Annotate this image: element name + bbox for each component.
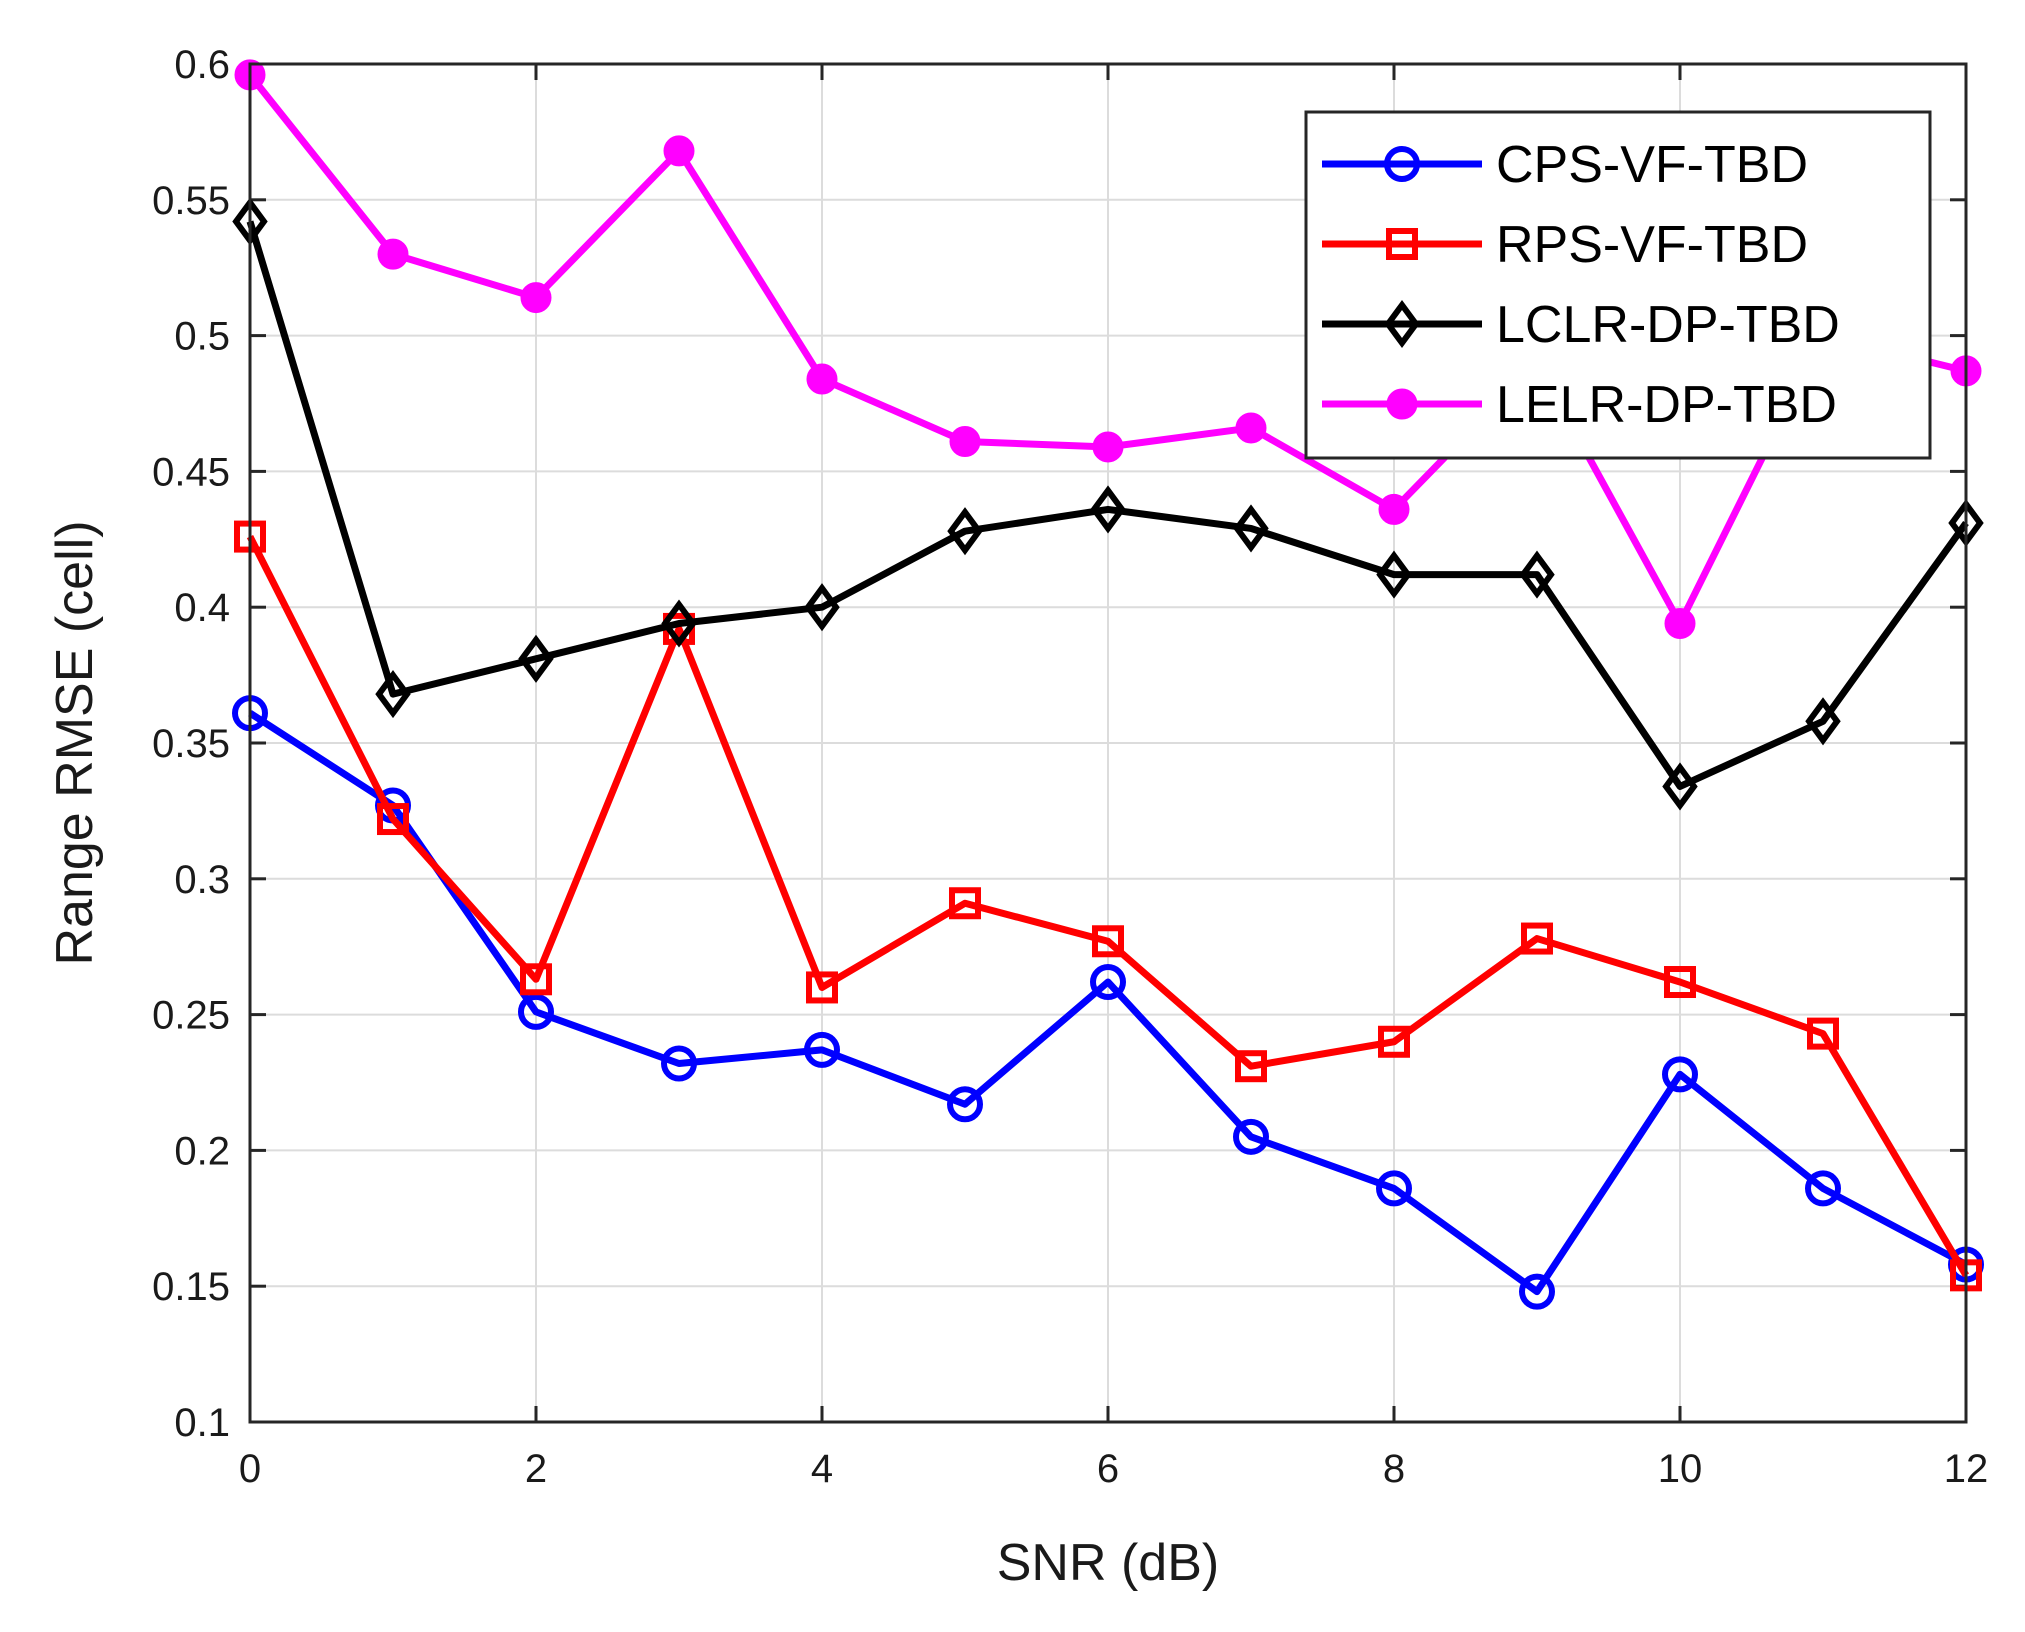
data-point bbox=[661, 599, 697, 648]
plot-frame bbox=[248, 62, 1968, 1424]
data-point bbox=[1664, 966, 1696, 999]
y-tick-label: 0.35 bbox=[152, 722, 230, 766]
x-tick-label: 0 bbox=[239, 1447, 261, 1491]
x-tick-label: 8 bbox=[1383, 1447, 1405, 1491]
data-point bbox=[1519, 550, 1555, 599]
legend-item: RPS-VF-TBD bbox=[1322, 216, 1808, 274]
legend-label: LELR-DP-TBD bbox=[1496, 376, 1837, 434]
data-point bbox=[518, 634, 554, 683]
data-point bbox=[949, 887, 981, 920]
data-point bbox=[949, 426, 981, 458]
data-point bbox=[806, 363, 838, 395]
data-point bbox=[1519, 1273, 1555, 1310]
data-point bbox=[1092, 431, 1124, 463]
data-point bbox=[377, 803, 409, 836]
y-tick-label: 0.25 bbox=[152, 994, 230, 1038]
data-point bbox=[375, 670, 411, 719]
data-point bbox=[1378, 493, 1410, 525]
legend-label: CPS-VF-TBD bbox=[1496, 136, 1808, 194]
y-tick-label: 0.55 bbox=[152, 179, 230, 223]
data-point bbox=[1376, 1170, 1412, 1207]
data-point bbox=[1386, 228, 1418, 260]
legend-label: LCLR-DP-TBD bbox=[1496, 296, 1840, 354]
x-tick-label: 2 bbox=[525, 1447, 547, 1491]
data-point bbox=[1662, 1056, 1698, 1093]
data-point bbox=[663, 135, 695, 167]
tick-labels: 0 2 4 6 8 10 12 0.1 0.15 0.2 0.25 0.3 0.35 0.4 0.45 0.5… bbox=[152, 43, 1988, 1491]
data-point bbox=[1384, 146, 1420, 182]
y-tick-label: 0.45 bbox=[152, 450, 230, 494]
x-tick-label: 12 bbox=[1944, 1447, 1989, 1491]
data-point bbox=[520, 282, 552, 314]
data-point bbox=[806, 971, 838, 1004]
data-point bbox=[1662, 762, 1698, 811]
data-point bbox=[1805, 1170, 1841, 1207]
x-tick-label: 4 bbox=[811, 1447, 833, 1491]
series-line bbox=[248, 710, 1968, 1296]
data-point bbox=[520, 963, 552, 996]
legend-item: LELR-DP-TBD bbox=[1322, 376, 1837, 434]
data-point bbox=[804, 1031, 840, 1068]
y-tick-label: 0.6 bbox=[174, 43, 230, 87]
legend-item: CPS-VF-TBD bbox=[1322, 136, 1808, 194]
data-point bbox=[518, 993, 554, 1030]
data-point bbox=[1090, 485, 1126, 534]
x-axis-label: SNR (dB) bbox=[997, 1534, 1219, 1592]
legend-item: LCLR-DP-TBD bbox=[1322, 296, 1840, 354]
data-point bbox=[1521, 922, 1553, 955]
y-axis-label: Range RMSE (cell) bbox=[46, 520, 104, 965]
data-point bbox=[947, 1086, 983, 1123]
data-point bbox=[1376, 550, 1412, 599]
data-point bbox=[1235, 412, 1267, 444]
legend-label: RPS-VF-TBD bbox=[1496, 216, 1808, 274]
data-point bbox=[377, 238, 409, 270]
y-tick-label: 0.2 bbox=[174, 1129, 230, 1173]
data-point bbox=[1378, 1025, 1410, 1058]
data-point bbox=[804, 583, 840, 632]
data-point bbox=[1235, 1050, 1267, 1083]
y-tick-label: 0.1 bbox=[174, 1401, 230, 1445]
data-point bbox=[1090, 964, 1126, 1001]
data-point bbox=[1092, 925, 1124, 958]
data-point bbox=[1807, 1017, 1839, 1050]
data-point bbox=[947, 507, 983, 556]
data-point bbox=[661, 1045, 697, 1082]
x-tick-label: 6 bbox=[1097, 1447, 1119, 1491]
series-lclr-dp-tbd bbox=[232, 197, 1984, 811]
data-point bbox=[1233, 1118, 1269, 1155]
data-point bbox=[1384, 299, 1420, 349]
series-line bbox=[246, 535, 1970, 1278]
data-point bbox=[1386, 388, 1418, 420]
series-line bbox=[246, 220, 1969, 790]
y-tick-label: 0.5 bbox=[174, 315, 230, 359]
y-tick-label: 0.15 bbox=[152, 1265, 230, 1309]
data-point bbox=[1664, 607, 1696, 639]
data-point bbox=[1805, 697, 1841, 746]
x-tick-label: 10 bbox=[1658, 1447, 1703, 1491]
legend: CPS-VF-TBD RPS-VF-TBD LCLR-DP-TBD LELR-DP-T… bbox=[1304, 110, 1932, 460]
y-tick-label: 0.4 bbox=[174, 586, 230, 630]
y-tick-label: 0.3 bbox=[174, 858, 230, 902]
data-point bbox=[1233, 504, 1269, 553]
